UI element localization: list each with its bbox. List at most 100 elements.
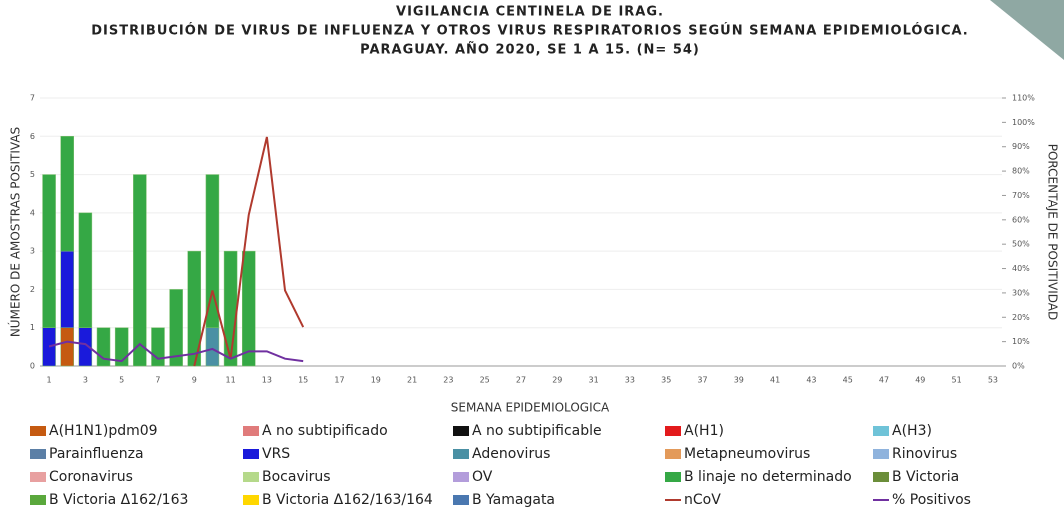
- y-tick-label: 6: [30, 132, 35, 141]
- legend-swatch: [873, 449, 889, 459]
- x-tick-label: 41: [770, 376, 780, 385]
- legend-label: nCoV: [684, 492, 721, 508]
- legend-swatch: [243, 426, 259, 436]
- x-tick-label: 11: [225, 376, 235, 385]
- legend-swatch: [453, 449, 469, 459]
- legend-swatch: [665, 426, 681, 436]
- legend-swatch: [243, 472, 259, 482]
- legend-label: A no subtipificado: [262, 423, 388, 439]
- x-tick-label: 23: [443, 376, 453, 385]
- x-tick-label: 17: [334, 376, 344, 385]
- legend-swatch: [30, 495, 46, 505]
- x-tick-label: 51: [952, 376, 962, 385]
- y2-tick-label: 0%: [1012, 362, 1025, 371]
- y2-axis-label: PORCENTAJE DE POSITIVIDAD: [1046, 144, 1060, 320]
- legend-label: A(H3): [892, 423, 932, 439]
- legend-swatch: [873, 472, 889, 482]
- legend-swatch: [453, 472, 469, 482]
- y2-tick-label: 90%: [1012, 142, 1030, 151]
- legend-label: Bocavirus: [262, 469, 331, 485]
- chart-title: PARAGUAY. AÑO 2020, SE 1 A 15. (N= 54): [360, 42, 700, 58]
- legend-label: OV: [472, 469, 493, 485]
- y-tick-label: 2: [30, 285, 35, 294]
- y2-tick-label: 70%: [1012, 191, 1030, 200]
- x-tick-label: 7: [155, 376, 160, 385]
- x-tick-label: 3: [83, 376, 88, 385]
- x-tick-label: 9: [192, 376, 197, 385]
- line-series: [48, 340, 304, 363]
- legend-swatch: [30, 472, 46, 482]
- legend-label: Rinovirus: [892, 446, 957, 462]
- y2-tick-label: 10%: [1012, 337, 1030, 346]
- legend-label: B linaje no determinado: [684, 469, 852, 485]
- bar-segment: [151, 327, 165, 367]
- legend-label: B Victoria Δ162/163: [49, 492, 188, 508]
- bar-segment: [60, 250, 74, 328]
- legend-label: B Victoria Δ162/163/164: [262, 492, 433, 508]
- legend-label: B Yamagata: [472, 492, 555, 508]
- y-tick-label: 7: [30, 94, 35, 103]
- x-tick-label: 37: [697, 376, 707, 385]
- legend-swatch: [243, 449, 259, 459]
- bar-segment: [78, 212, 93, 328]
- x-tick-label: 45: [843, 376, 853, 385]
- y2-tick-label: 50%: [1012, 240, 1030, 249]
- bar-segment: [42, 327, 56, 367]
- bar-segment: [223, 250, 238, 367]
- y-tick-label: 3: [30, 247, 35, 256]
- corner-decoration: [990, 0, 1064, 60]
- bar-segment: [60, 136, 74, 252]
- bar-segment: [133, 174, 147, 367]
- x-tick-label: 5: [119, 376, 124, 385]
- y2-tick-label: 20%: [1012, 313, 1030, 322]
- bar-segment: [42, 174, 56, 328]
- legend-label: A(H1N1)pdm09: [49, 423, 158, 439]
- legend-swatch: [30, 426, 46, 436]
- x-tick-label: 21: [407, 376, 417, 385]
- legend-swatch: [665, 472, 681, 482]
- legend-swatch: [453, 495, 469, 505]
- x-tick-label: 49: [915, 376, 925, 385]
- bar-segment: [60, 327, 74, 367]
- chart-title: VIGILANCIA CENTINELA DE IRAG.: [396, 5, 664, 20]
- y2-tick-label: 80%: [1012, 167, 1030, 176]
- legend-label: A(H1): [684, 423, 724, 439]
- legend-label: B Victoria: [892, 469, 959, 485]
- x-tick-label: 13: [262, 376, 272, 385]
- legend-label: Coronavirus: [49, 469, 133, 485]
- x-tick-label: 31: [589, 376, 599, 385]
- x-tick-label: 25: [480, 376, 490, 385]
- legend-label: Adenovirus: [472, 446, 550, 462]
- x-tick-label: 35: [661, 376, 671, 385]
- y2-tick-label: 60%: [1012, 215, 1030, 224]
- x-tick-label: 53: [988, 376, 998, 385]
- legend-swatch: [873, 426, 889, 436]
- bar-segment: [114, 327, 129, 367]
- x-tick-label: 15: [298, 376, 308, 385]
- x-tick-label: 33: [625, 376, 635, 385]
- y2-tick-label: 30%: [1012, 288, 1030, 297]
- y-tick-label: 5: [30, 170, 35, 179]
- x-tick-label: 19: [371, 376, 381, 385]
- x-axis-label: SEMANA EPIDEMIOLOGICA: [451, 401, 610, 415]
- bar-segment: [169, 289, 183, 367]
- legend-label: % Positivos: [892, 492, 971, 508]
- x-tick-label: 27: [516, 376, 526, 385]
- y2-tick-label: 100%: [1012, 118, 1035, 127]
- line-series: [193, 136, 305, 367]
- legend-label: Parainfluenza: [49, 446, 144, 462]
- bar-segment: [205, 327, 220, 367]
- x-tick-label: 1: [47, 376, 52, 385]
- y-tick-label: 1: [30, 323, 35, 332]
- x-tick-label: 39: [734, 376, 744, 385]
- legend-label: VRS: [262, 446, 290, 462]
- y-tick-label: 4: [30, 208, 35, 217]
- chart-title: DISTRIBUCIÓN DE VIRUS DE INFLUENZA Y OTR…: [91, 23, 969, 39]
- bar-segment: [241, 250, 256, 367]
- y-axis-label: NÚMERO DE AMOSTRAS POSITIVAS: [8, 127, 23, 337]
- legend-label: Metapneumovirus: [684, 446, 810, 462]
- x-tick-label: 47: [879, 376, 889, 385]
- bar-segment: [205, 174, 220, 328]
- legend-swatch: [243, 495, 259, 505]
